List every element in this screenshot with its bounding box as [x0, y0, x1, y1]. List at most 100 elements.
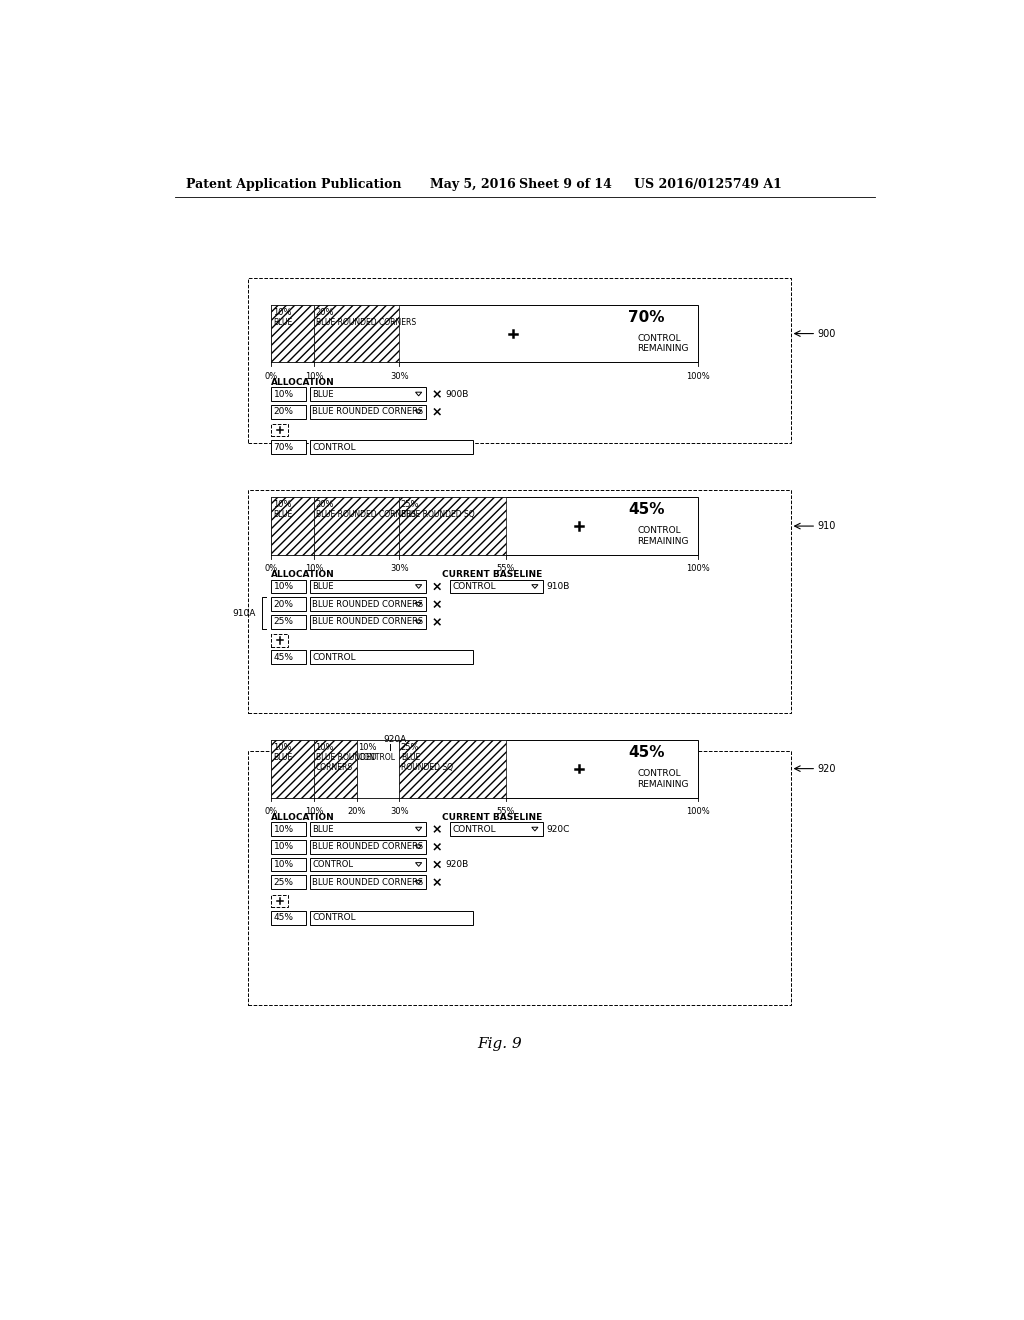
Text: 30%: 30% — [390, 564, 409, 573]
Text: 30%: 30% — [390, 372, 409, 380]
Text: CONTROL: CONTROL — [358, 752, 395, 762]
Text: BLUE: BLUE — [400, 752, 420, 762]
Polygon shape — [416, 880, 422, 884]
Text: BLUE ROUNDED CORNERS: BLUE ROUNDED CORNERS — [315, 318, 416, 327]
Bar — [310, 441, 473, 454]
Text: 10%: 10% — [273, 743, 292, 752]
Bar — [356, 739, 399, 797]
Text: 10%: 10% — [305, 372, 324, 380]
Text: 45%: 45% — [628, 744, 665, 759]
Text: 900: 900 — [818, 329, 837, 338]
Text: REMAINING: REMAINING — [637, 780, 689, 788]
Text: 55%: 55% — [497, 807, 515, 816]
Text: BLUE: BLUE — [273, 511, 292, 519]
Text: ALLOCATION: ALLOCATION — [271, 813, 335, 822]
Text: ALLOCATION: ALLOCATION — [271, 378, 335, 387]
Bar — [271, 858, 306, 871]
Text: US 2016/0125749 A1: US 2016/0125749 A1 — [634, 178, 782, 191]
Text: CONTROL: CONTROL — [637, 334, 681, 343]
Text: REMAINING: REMAINING — [637, 537, 689, 546]
Bar — [271, 840, 306, 854]
Text: BLUE ROUNDED CORNERS: BLUE ROUNDED CORNERS — [312, 878, 424, 887]
Text: 10%: 10% — [305, 807, 324, 816]
Text: 0%: 0% — [265, 564, 278, 573]
Text: 900B: 900B — [445, 389, 468, 399]
Text: BLUE: BLUE — [312, 389, 334, 399]
Text: 100%: 100% — [686, 564, 710, 573]
Bar — [310, 387, 426, 401]
Polygon shape — [416, 620, 422, 624]
Text: 910A: 910A — [232, 609, 256, 618]
Text: 45%: 45% — [273, 913, 294, 923]
Text: Fig. 9: Fig. 9 — [477, 1038, 522, 1051]
Bar — [271, 424, 289, 437]
Text: CONTROL: CONTROL — [312, 913, 356, 923]
Text: 920C: 920C — [547, 825, 570, 833]
Text: BLUE: BLUE — [273, 318, 292, 327]
Text: 910B: 910B — [547, 582, 570, 591]
Text: 10%: 10% — [273, 825, 294, 833]
Bar — [271, 498, 314, 554]
Bar — [271, 305, 697, 363]
Polygon shape — [531, 585, 538, 589]
Bar — [271, 441, 306, 454]
Text: 55%: 55% — [497, 564, 515, 573]
Text: BLUE ROUNDED SQ: BLUE ROUNDED SQ — [400, 511, 474, 519]
Bar — [310, 405, 426, 418]
Text: 10%: 10% — [273, 389, 294, 399]
Text: CONTROL: CONTROL — [312, 653, 356, 661]
Bar — [271, 615, 306, 628]
Bar — [310, 579, 426, 594]
Text: 70%: 70% — [628, 309, 665, 325]
Text: 30%: 30% — [390, 807, 409, 816]
Bar — [399, 498, 506, 554]
Text: 10%: 10% — [315, 743, 334, 752]
Polygon shape — [416, 828, 422, 830]
Text: 45%: 45% — [273, 653, 294, 661]
Bar — [271, 739, 314, 797]
Bar — [310, 597, 426, 611]
Text: 920A: 920A — [384, 735, 407, 744]
Text: CONTROL: CONTROL — [312, 442, 356, 451]
Text: 10%: 10% — [273, 861, 294, 869]
Text: 0%: 0% — [265, 807, 278, 816]
Bar — [314, 305, 399, 363]
Bar — [271, 822, 306, 836]
Bar — [310, 875, 426, 890]
Bar — [310, 840, 426, 854]
Text: 10%: 10% — [305, 564, 324, 573]
Polygon shape — [416, 863, 422, 866]
Bar — [271, 498, 697, 554]
Polygon shape — [531, 828, 538, 830]
Bar — [248, 277, 791, 444]
Polygon shape — [416, 602, 422, 606]
Text: CONTROL: CONTROL — [637, 527, 681, 535]
Text: BLUE ROUNDED CORNERS: BLUE ROUNDED CORNERS — [312, 842, 424, 851]
Text: BLUE: BLUE — [312, 825, 334, 833]
Text: 20%: 20% — [273, 599, 294, 609]
Text: 20%: 20% — [315, 308, 334, 317]
Bar — [271, 405, 306, 418]
Bar — [271, 895, 289, 907]
Bar — [450, 579, 543, 594]
Text: CONTROL: CONTROL — [453, 582, 497, 591]
Text: CONTROL: CONTROL — [453, 825, 497, 833]
Text: BLUE ROUNDED CORNERS: BLUE ROUNDED CORNERS — [312, 618, 424, 627]
Text: 100%: 100% — [686, 807, 710, 816]
Bar — [271, 305, 314, 363]
Text: 25%: 25% — [400, 500, 419, 510]
Bar — [450, 822, 543, 836]
Text: 25%: 25% — [273, 878, 294, 887]
Text: CONTROL: CONTROL — [637, 768, 681, 777]
Bar — [271, 875, 306, 890]
Bar — [248, 490, 791, 713]
Text: BLUE: BLUE — [312, 582, 334, 591]
Text: 10%: 10% — [273, 308, 292, 317]
Text: BLUE ROUNDED CORNERS: BLUE ROUNDED CORNERS — [315, 511, 416, 519]
Bar — [271, 635, 289, 647]
Bar — [271, 387, 306, 401]
Text: May 5, 2016: May 5, 2016 — [430, 178, 516, 191]
Text: 10%: 10% — [273, 582, 294, 591]
Text: 70%: 70% — [273, 442, 294, 451]
Text: Patent Application Publication: Patent Application Publication — [186, 178, 401, 191]
